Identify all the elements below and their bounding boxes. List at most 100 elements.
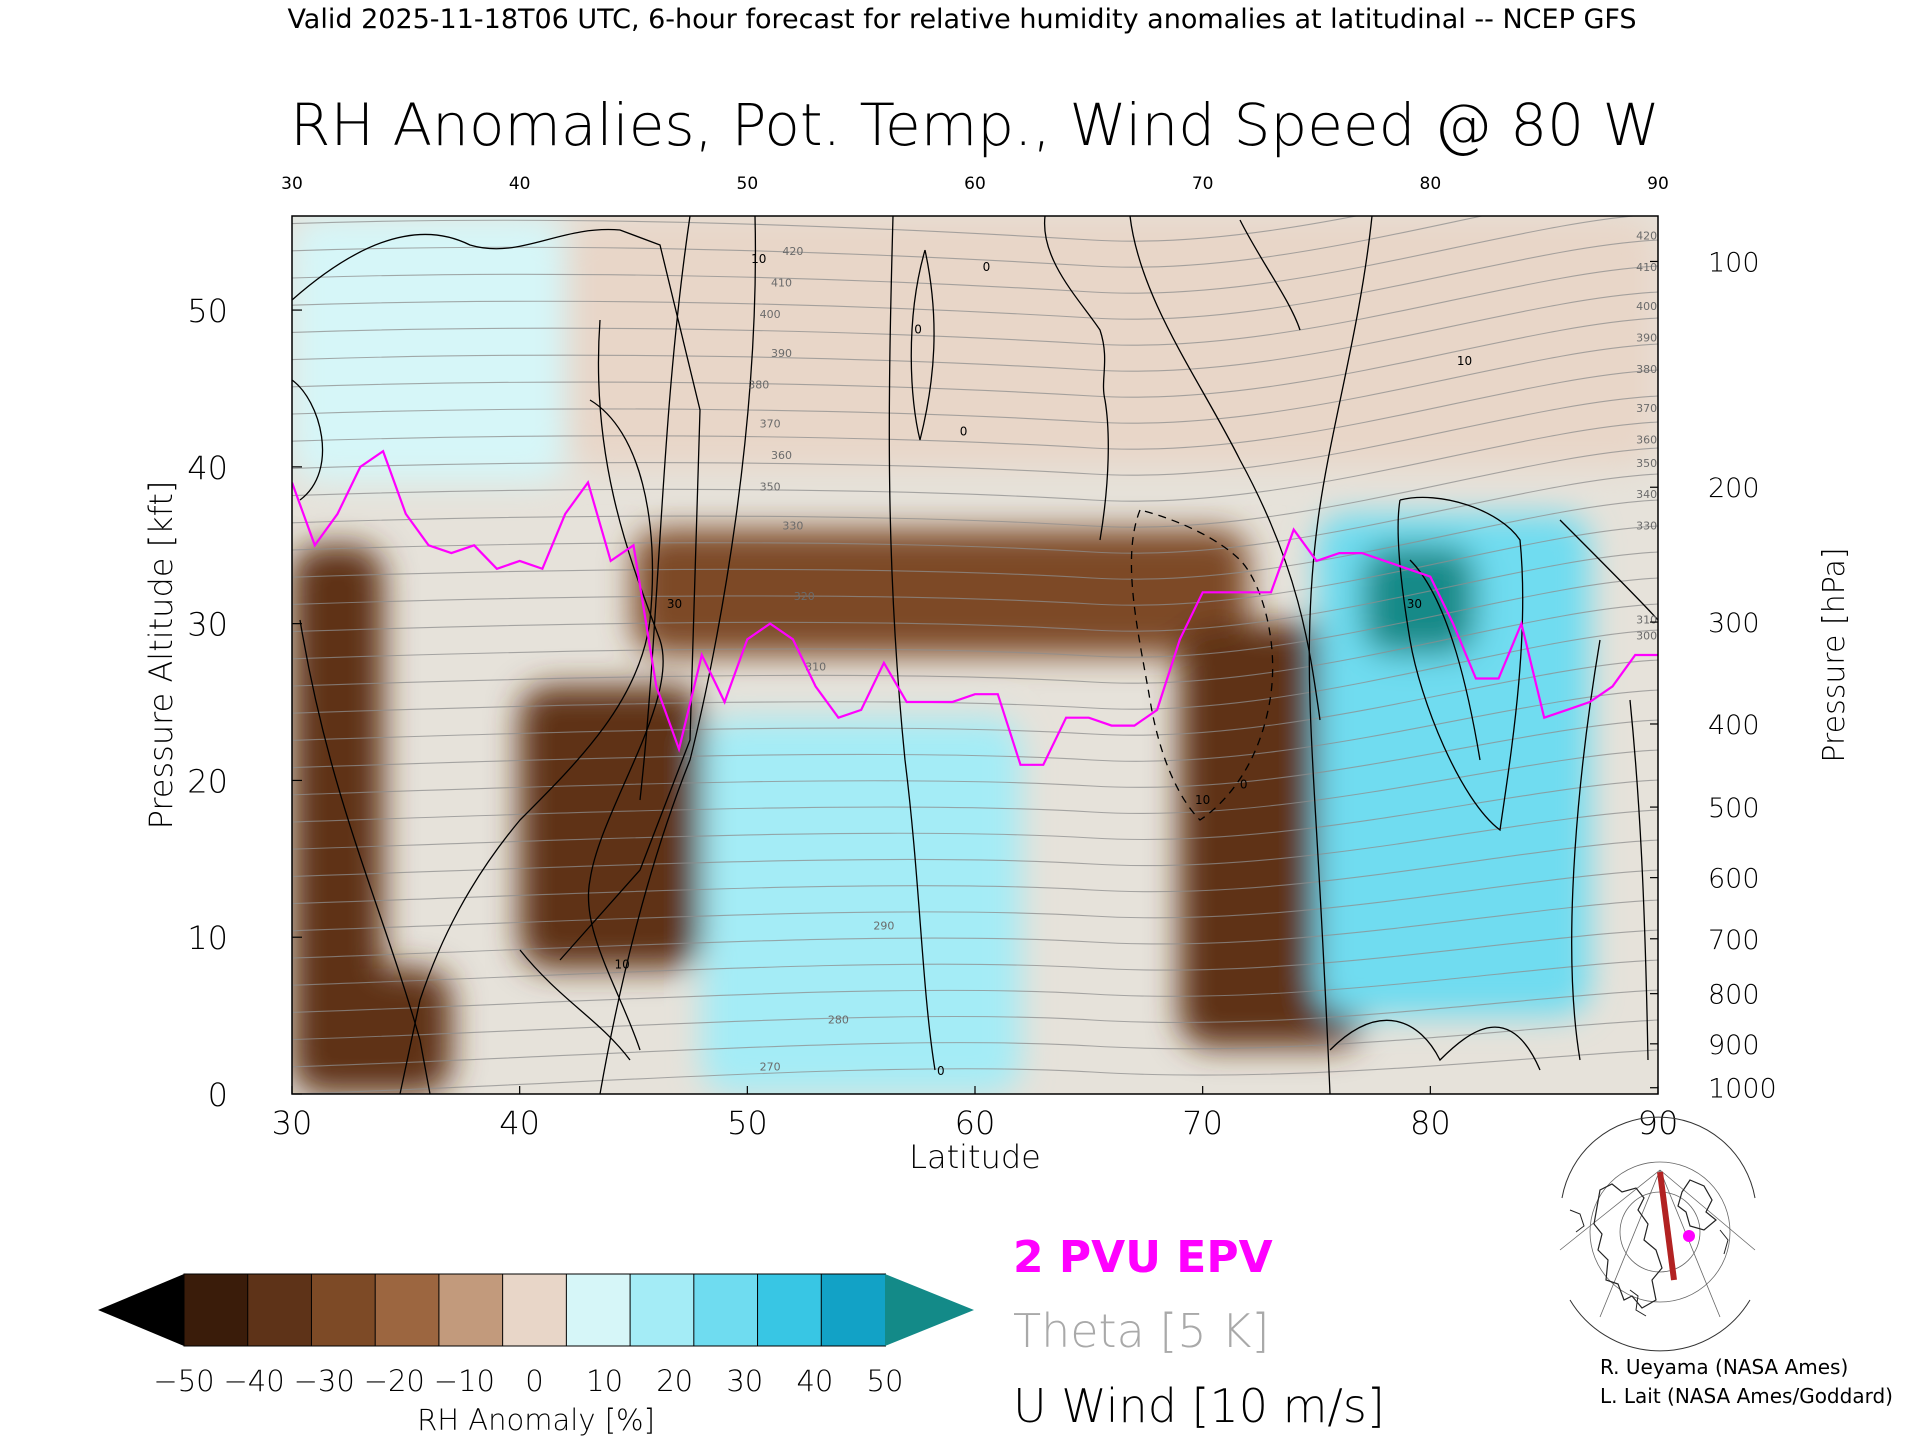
theta-contour-28 [292, 265, 1658, 346]
x-axis-top: 30 40 50 60 70 80 90 [281, 174, 1669, 194]
x-top-tick-label-50: 50 [737, 174, 759, 194]
u-wind-contour-6 [599, 216, 757, 1094]
theta-contour-17 [292, 551, 1658, 633]
colorbar-tick-30: 30 [726, 1364, 763, 1398]
theta-contour-9 [292, 779, 1658, 850]
u-wind-contour-2 [399, 399, 654, 1094]
y-tick-label-10: 10 [187, 919, 228, 957]
colorbar-tick-0: 0 [525, 1364, 543, 1398]
theta-contour-8 [292, 809, 1658, 877]
u-wind-contour-14 [1559, 519, 1658, 1061]
x-top-tick-label-90: 90 [1647, 174, 1669, 194]
colorbar-box-9 [757, 1273, 823, 1347]
theta-label-22: 340 [1636, 488, 1657, 501]
x-top-tick-label-60: 60 [964, 174, 986, 194]
colorbar-tick-50: 50 [867, 1364, 904, 1398]
theta-label-10: 310 [805, 661, 826, 674]
x-top-tick-label-30: 30 [281, 174, 303, 194]
x-tick-label-40: 40 [499, 1104, 540, 1142]
colorbar-box-8 [693, 1273, 759, 1347]
colorbar-boxes [183, 1273, 886, 1347]
p-tick-label-300: 300 [1708, 608, 1760, 639]
x-axis: 30 40 50 60 70 80 90 [272, 1086, 1678, 1142]
theta-contour-15 [292, 603, 1658, 687]
wind-label-6: 10 [1195, 793, 1210, 807]
theta-contour-7 [292, 839, 1658, 905]
colorbar-box-5 [502, 1273, 568, 1347]
theta-contour-19 [292, 499, 1658, 580]
u-wind-contour-8 [910, 249, 935, 441]
theta-label-15: 410 [1636, 261, 1657, 274]
colorbar-tick-10: 10 [586, 1364, 623, 1398]
theta-label-7: 350 [760, 480, 781, 493]
wind-label-3: 0 [960, 425, 968, 439]
theta-label-13: 270 [760, 1060, 781, 1073]
p-tick-label-100: 100 [1708, 247, 1760, 278]
theta-contour-21 [292, 447, 1658, 528]
theta-contour-22 [292, 421, 1658, 502]
pressure-axis-label: Pressure [hPa] [1817, 547, 1852, 762]
rh-feature-dry-tilted-44n [519, 686, 702, 969]
wind-label-7: 0 [1240, 777, 1248, 791]
theta-contour-3 [292, 959, 1658, 1013]
p-tick-label-400: 400 [1708, 710, 1760, 741]
location-map-inset [1558, 1116, 1758, 1352]
theta-contour-26 [292, 317, 1658, 398]
theta-label-14: 420 [1636, 230, 1657, 243]
rh-feature-dry-surface-31n [292, 968, 452, 1094]
y-tick-label-40: 40 [187, 449, 228, 487]
theta-label-17: 390 [1636, 331, 1657, 344]
colorbar-label: RH Anomaly [%] [417, 1403, 655, 1437]
theta-contour-5 [292, 899, 1658, 959]
theta-label-21: 350 [1636, 457, 1657, 470]
u-wind-contour-3 [587, 319, 664, 1051]
wind-label-4: 10 [1457, 354, 1472, 368]
theta-label-1: 410 [771, 277, 792, 290]
theta-contour-16 [292, 577, 1658, 660]
y-tick-label-30: 30 [187, 606, 228, 644]
p-tick-label-200: 200 [1708, 473, 1760, 504]
theta-label-19: 370 [1636, 402, 1657, 415]
wind-label-10: 0 [937, 1064, 945, 1078]
rh-feature-moist-column-52n [701, 717, 1021, 1094]
colorbar-tick-20: 20 [656, 1364, 693, 1398]
u-wind-contour-0 [292, 228, 701, 961]
colorbar-tick-40: 40 [796, 1364, 833, 1398]
theta-contour-2 [292, 989, 1658, 1041]
colorbar-tick--40: −40 [223, 1364, 284, 1398]
rh-feature-dry-upper-band [633, 529, 1249, 655]
x-axis-label: Latitude [909, 1138, 1041, 1176]
plot-area: 4204104003903803703603503303203102902802… [142, 174, 1852, 1176]
rh-feature-near-zero-stratosphere [565, 216, 1658, 467]
theta-label-6: 360 [771, 449, 792, 462]
legend: 2 PVU EPV Theta [5 K] U Wind [10 m/s] [1013, 1232, 1385, 1433]
theta-label-3: 390 [771, 347, 792, 360]
colorbar-tick--20: −20 [364, 1364, 425, 1398]
wind-label-5: 30 [667, 597, 682, 611]
theta-contour-29 [292, 239, 1658, 320]
y-tick-label-50: 50 [187, 292, 228, 330]
theta-label-25: 300 [1636, 629, 1657, 642]
theta-contour-12 [292, 689, 1658, 769]
theta-label-0: 420 [782, 245, 803, 258]
u-wind-contour-5 [639, 216, 691, 801]
colorbar-tick--10: −10 [434, 1364, 495, 1398]
x-top-tick-label-80: 80 [1420, 174, 1442, 194]
theta-contours [292, 216, 1658, 1094]
u-wind-contour-4 [519, 949, 631, 1061]
p-tick-label-500: 500 [1708, 793, 1760, 824]
chart-title: RH Anomalies, Pot. Temp., Wind Speed @ 8… [290, 91, 1660, 159]
x-tick-label-60: 60 [955, 1104, 996, 1142]
y-tick-label-0: 0 [208, 1076, 228, 1114]
p-tick-label-800: 800 [1708, 980, 1760, 1011]
theta-label-8: 330 [782, 520, 803, 533]
legend-epv: 2 PVU EPV [1013, 1232, 1273, 1283]
p-tick-label-1000: 1000 [1708, 1074, 1777, 1105]
theta-contour-27 [292, 291, 1658, 372]
legend-uwind: U Wind [10 m/s] [1013, 1379, 1385, 1433]
colorbar-box-1 [247, 1273, 313, 1347]
y-axis-label: Pressure Altitude [kft] [142, 481, 180, 830]
colorbar-box-3 [374, 1273, 440, 1347]
theta-label-11: 290 [873, 919, 894, 932]
